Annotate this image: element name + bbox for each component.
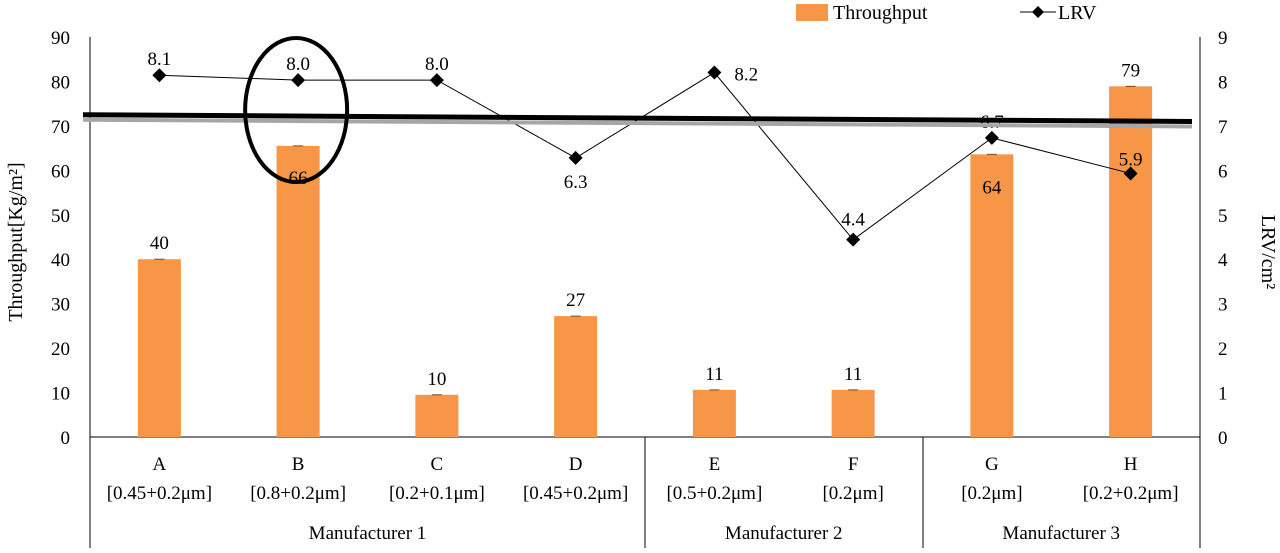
group-labels: Manufacturer 1 Manufacturer 2 Manufacturer… [309,523,1120,544]
category-label: E [709,454,721,475]
category-label: D [569,454,583,475]
category-label: H [1124,454,1138,475]
throughput-data-label: 11 [844,364,862,385]
throughput-data-label: 27 [566,290,585,311]
legend-lrv-label: LRV [1058,2,1097,24]
category-label: B [292,454,305,475]
lrv-marker [984,130,999,145]
left-axis-ticks: 0 10 20 30 40 50 60 70 80 90 [51,28,70,449]
legend-lrv-marker [1032,6,1044,18]
lrv-marker [846,232,861,247]
right-tick-label: 2 [1218,339,1228,360]
right-tick-label: 3 [1218,295,1228,316]
lrv-marker [707,65,722,80]
right-tick-label: 6 [1218,161,1228,182]
throughput-data-label: 10 [427,369,446,390]
right-tick-label: 8 [1218,72,1228,93]
lrv-marker [568,150,583,165]
category-label: G [985,454,999,475]
group-label: Manufacturer 2 [725,523,843,544]
category-label: F [848,454,859,475]
group-label: Manufacturer 3 [1002,523,1120,544]
right-tick-label: 0 [1218,428,1228,449]
right-tick-label: 1 [1218,384,1228,405]
throughput-bar [970,154,1014,438]
throughput-data-labels: 40 66 10 27 11 11 64 79 [150,60,1140,389]
group-label: Manufacturer 1 [309,523,427,544]
throughput-data-label: 64 [982,177,1002,198]
left-tick-label: 90 [51,28,70,49]
left-tick-label: 70 [51,117,70,138]
lrv-marker [429,73,444,88]
reference-line-layer [82,112,1193,129]
lrv-data-label: 4.4 [841,210,865,231]
category-sublabel: [0.2μm] [961,483,1022,504]
left-tick-label: 10 [51,384,70,405]
legend-throughput-label: Throughput [833,2,928,24]
lrv-marker [152,68,167,83]
lrv-data-label: 5.9 [1119,149,1143,170]
throughput-bar [831,389,875,437]
left-tick-label: 20 [51,339,70,360]
throughput-bar [276,145,320,437]
category-sublabel: [0.45+0.2μm] [107,483,212,504]
left-tick-label: 30 [51,295,70,316]
throughput-bar [137,259,181,437]
lrv-data-label: 6.3 [564,172,588,193]
category-sublabel: [0.5+0.2μm] [666,483,762,504]
reference-line [82,112,1193,124]
throughput-bars [137,85,1153,438]
lrv-data-labels: 8.18.08.06.38.24.46.75.9 [148,49,1143,230]
lrv-data-label: 8.2 [734,65,758,86]
left-tick-label: 60 [51,161,70,182]
right-tick-label: 4 [1218,250,1228,271]
highlight-layer [243,36,350,184]
lrv-series [152,65,1138,247]
category-label: C [431,454,444,475]
reference-line-shadow [82,117,1193,129]
category-sublabel: [0.8+0.2μm] [250,483,346,504]
right-axis-title: LRV/cm² [1257,215,1279,289]
category-sublabel: [0.2μm] [822,483,883,504]
throughput-data-label: 40 [150,233,169,254]
left-tick-label: 40 [51,250,70,271]
throughput-data-label: 66 [289,168,308,189]
category-sublabel: [0.2+0.1μm] [389,483,485,504]
throughput-bar [692,389,736,437]
throughput-bar [1109,86,1153,437]
left-tick-label: 0 [61,428,71,449]
lrv-line [159,71,1131,241]
right-tick-label: 5 [1218,206,1228,227]
left-tick-label: 50 [51,206,70,227]
lrv-data-label: 8.0 [286,54,310,75]
category-sublabel: [0.45+0.2μm] [523,483,628,504]
legend-throughput-swatch [796,4,828,21]
legend: Throughput LRV [796,2,1097,24]
category-sublabel: [0.2+0.2μm] [1083,483,1179,504]
category-labels: A [0.45+0.2μm] B [0.8+0.2μm] C [0.2+0.1μm] D [0… [107,454,1179,504]
throughput-data-label: 79 [1121,60,1140,81]
lrv-marker [1123,166,1138,181]
right-axis-ticks: 0 1 2 3 4 5 6 7 8 9 [1218,28,1228,449]
left-axis-title: Throughput[Kg/m²] [5,162,27,321]
throughput-bar [554,316,598,437]
lrv-data-label: 8.1 [148,49,172,70]
category-label: A [153,454,167,475]
throughput-data-label: 11 [705,364,723,385]
left-tick-label: 80 [51,72,70,93]
highlight-ellipse [243,36,350,184]
lrv-data-label: 8.0 [425,54,449,75]
throughput-bar [415,394,459,437]
lrv-marker [291,73,306,88]
category-axis [89,436,1201,548]
right-tick-label: 7 [1218,117,1228,138]
right-tick-label: 9 [1218,28,1228,49]
